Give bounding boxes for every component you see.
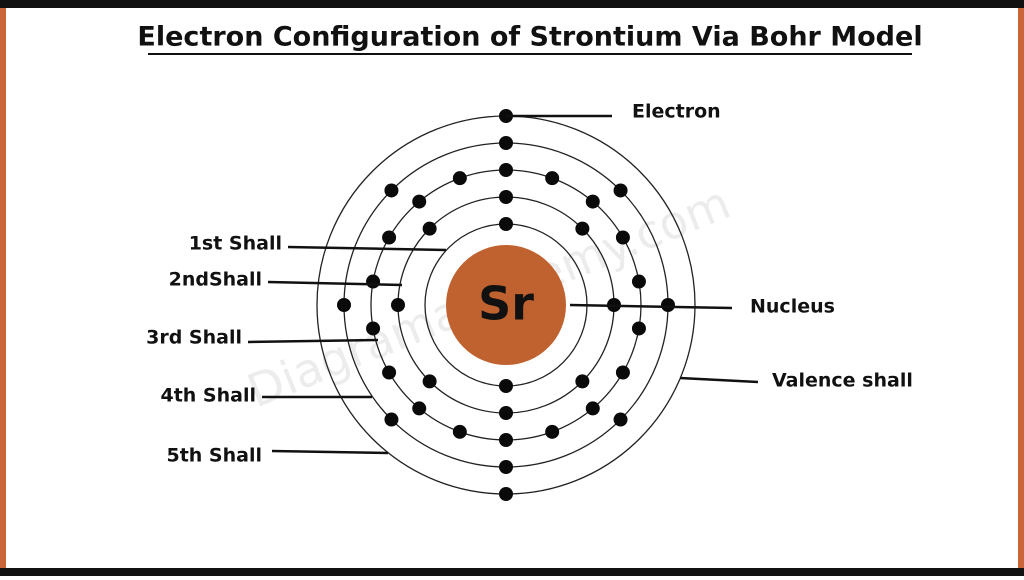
electron: [382, 365, 397, 380]
right-border: [1018, 8, 1024, 568]
electron: [631, 321, 646, 336]
electron: [499, 136, 513, 150]
electron: [337, 298, 351, 312]
electron: [615, 230, 630, 245]
label: Valence shall: [772, 370, 913, 392]
electron: [499, 460, 513, 474]
electron: [422, 221, 437, 236]
electron: [412, 194, 427, 209]
electron: [499, 406, 513, 420]
leader-line: [569, 303, 733, 310]
electron: [575, 221, 590, 236]
electron: [366, 321, 381, 336]
electron: [499, 487, 513, 501]
electron: [499, 163, 513, 177]
title: Electron Configuration of Strontium Via …: [137, 22, 922, 53]
electron: [452, 424, 467, 439]
electron: [499, 217, 513, 231]
electron: [661, 298, 675, 312]
electron: [499, 190, 513, 204]
electron: [585, 401, 600, 416]
electron: [499, 433, 513, 447]
leader-line: [287, 245, 447, 252]
electron: [613, 183, 628, 198]
bottom-bar: [0, 568, 1024, 576]
electron: [575, 374, 590, 389]
electron: [422, 374, 437, 389]
electron: [384, 183, 399, 198]
leader-lines: [247, 114, 759, 455]
label: Nucleus: [750, 296, 835, 318]
electron: [615, 365, 630, 380]
leader-line: [267, 280, 403, 287]
left-border: [0, 8, 6, 568]
electron: [366, 274, 381, 289]
leader-line: [679, 376, 759, 384]
electron: [412, 401, 427, 416]
electron: [499, 379, 513, 393]
label: 2ndShall: [169, 269, 262, 291]
label: 3rd Shall: [146, 327, 242, 349]
electron: [382, 230, 397, 245]
electron: [585, 194, 600, 209]
label: 5th Shall: [166, 445, 262, 467]
label: 1st Shall: [189, 233, 282, 255]
electron: [545, 171, 560, 186]
atom: Sr: [316, 109, 696, 501]
leader-line: [247, 338, 379, 344]
label: 4th Shall: [160, 385, 256, 407]
electron: [384, 412, 399, 427]
nucleus: [446, 245, 566, 365]
nucleus-symbol: Sr: [478, 277, 534, 331]
electron: [545, 424, 560, 439]
top-bar: [0, 0, 1024, 8]
electron: [631, 274, 646, 289]
electron: [391, 298, 405, 312]
electron: [613, 412, 628, 427]
electron: [452, 171, 467, 186]
label: Electron: [632, 101, 721, 123]
leader-line: [271, 449, 389, 455]
